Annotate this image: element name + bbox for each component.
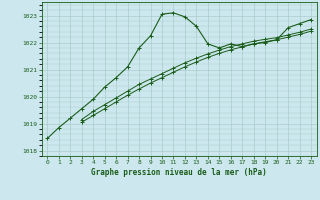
- X-axis label: Graphe pression niveau de la mer (hPa): Graphe pression niveau de la mer (hPa): [91, 168, 267, 177]
